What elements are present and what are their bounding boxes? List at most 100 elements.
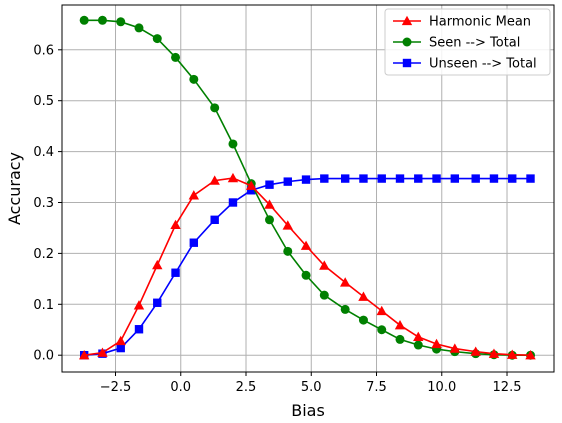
data-point-unseen-total — [116, 343, 125, 353]
y-tick-label: 0.5 — [33, 94, 54, 109]
data-point-harmonic-mean — [376, 305, 387, 316]
data-point-unseen-total — [283, 177, 292, 186]
data-point-harmonic-mean — [488, 348, 500, 358]
series-layer — [78, 15, 536, 360]
data-point-seen-total — [319, 290, 329, 300]
x-tick-label: 0.0 — [170, 380, 191, 395]
data-point-harmonic-mean — [470, 346, 481, 356]
data-point-unseen-total — [450, 174, 460, 183]
legend-item-unseen-total: Unseen --> Total — [393, 57, 537, 72]
data-point-seen-total — [301, 270, 311, 280]
data-point-harmonic-mean — [188, 190, 200, 200]
y-tick-label: 0.2 — [33, 247, 54, 262]
data-point-unseen-total — [508, 174, 517, 183]
y-tick-label: 0.3 — [33, 196, 54, 211]
data-point-harmonic-mean — [449, 343, 461, 353]
data-point-seen-total — [358, 315, 368, 325]
data-point-unseen-total — [247, 186, 256, 195]
data-point-harmonic-mean — [170, 219, 181, 230]
data-point-unseen-total — [265, 180, 274, 189]
data-point-seen-total — [171, 52, 181, 62]
data-point-harmonic-mean — [97, 347, 108, 357]
data-point-seen-total — [134, 23, 144, 33]
x-tick-label: 5.0 — [301, 380, 322, 395]
y-tick-label: 0.6 — [33, 43, 54, 58]
data-point-harmonic-mean — [507, 349, 518, 359]
data-point-harmonic-mean — [431, 338, 442, 349]
legend-label: Unseen --> Total — [429, 57, 537, 72]
x-tick-label: 2.5 — [236, 380, 257, 395]
data-point-harmonic-mean — [339, 277, 351, 287]
data-point-seen-total — [152, 34, 162, 44]
x-tick-label: 12.5 — [493, 380, 522, 395]
data-point-unseen-total — [320, 174, 329, 183]
data-point-unseen-total — [189, 238, 199, 247]
data-point-seen-total — [228, 139, 238, 149]
data-point-seen-total — [97, 15, 107, 25]
data-point-harmonic-mean — [358, 291, 369, 301]
data-point-unseen-total — [228, 198, 238, 207]
data-point-seen-total — [210, 103, 220, 113]
data-point-seen-total — [189, 74, 199, 84]
x-tick-label: −2.5 — [100, 380, 132, 395]
data-point-seen-total — [413, 340, 423, 350]
series-line-unseen-total — [84, 177, 531, 356]
legend-item-seen-total: Seen --> Total — [393, 36, 520, 51]
data-point-unseen-total — [432, 174, 441, 183]
data-point-harmonic-mean — [300, 240, 312, 250]
data-point-unseen-total — [359, 174, 368, 183]
data-point-unseen-total — [153, 298, 162, 307]
data-point-unseen-total — [340, 174, 350, 183]
data-point-unseen-total — [134, 325, 144, 334]
data-point-harmonic-mean — [264, 199, 275, 209]
plot-frame — [61, 4, 555, 373]
data-point-unseen-total — [414, 174, 423, 183]
data-point-seen-total — [377, 325, 387, 335]
data-point-harmonic-mean — [394, 319, 406, 330]
data-point-harmonic-mean — [413, 331, 424, 342]
data-point-unseen-total — [489, 174, 499, 183]
data-point-harmonic-mean — [209, 175, 220, 185]
data-point-harmonic-mean — [525, 350, 536, 360]
data-point-unseen-total — [301, 175, 311, 184]
legend-marker — [402, 37, 412, 47]
data-point-seen-total — [340, 304, 350, 314]
data-point-harmonic-mean — [282, 220, 293, 230]
x-axis-label: Bias — [291, 401, 325, 420]
y-axis-label: Accuracy — [5, 152, 24, 225]
legend-label: Seen --> Total — [429, 36, 520, 51]
legend-marker — [402, 58, 412, 68]
y-tick-label: 0.1 — [33, 298, 54, 313]
data-point-seen-total — [116, 17, 126, 27]
legend: Harmonic Mean Seen --> Total Unseen --> To… — [384, 8, 551, 76]
x-tick-label: 7.5 — [366, 380, 387, 395]
data-point-unseen-total — [395, 174, 405, 183]
y-tick-label: 0.4 — [33, 145, 54, 160]
data-point-unseen-total — [471, 174, 480, 183]
data-point-harmonic-mean — [319, 260, 330, 270]
series-line-harmonic-mean — [84, 177, 531, 357]
data-point-unseen-total — [526, 174, 535, 183]
axis-ticks: −2.5 0.0 2.5 5.0 7.5 10.0 12.5 0.0 0.1 0.2 0.3 0.4 0… — [33, 43, 521, 395]
legend-item-harmonic-mean: Harmonic Mean — [393, 15, 531, 30]
series-harmonic-mean — [78, 172, 536, 360]
data-point-seen-total — [283, 246, 293, 256]
data-point-seen-total — [265, 215, 275, 225]
data-point-harmonic-mean — [133, 300, 145, 310]
data-point-harmonic-mean — [227, 172, 239, 183]
data-point-seen-total — [79, 15, 89, 25]
data-point-harmonic-mean — [246, 180, 257, 190]
y-tick-label: 0.0 — [33, 349, 54, 364]
legend-label: Harmonic Mean — [429, 15, 531, 30]
data-point-harmonic-mean — [152, 259, 163, 270]
x-tick-label: 10.0 — [427, 380, 456, 395]
data-point-unseen-total — [377, 174, 386, 183]
data-point-harmonic-mean — [78, 350, 90, 360]
data-point-unseen-total — [210, 215, 219, 225]
legend-box — [384, 8, 551, 76]
data-point-harmonic-mean — [115, 335, 126, 346]
data-point-unseen-total — [171, 268, 180, 277]
legend-marker — [401, 15, 413, 26]
series-unseen-total — [79, 174, 535, 360]
